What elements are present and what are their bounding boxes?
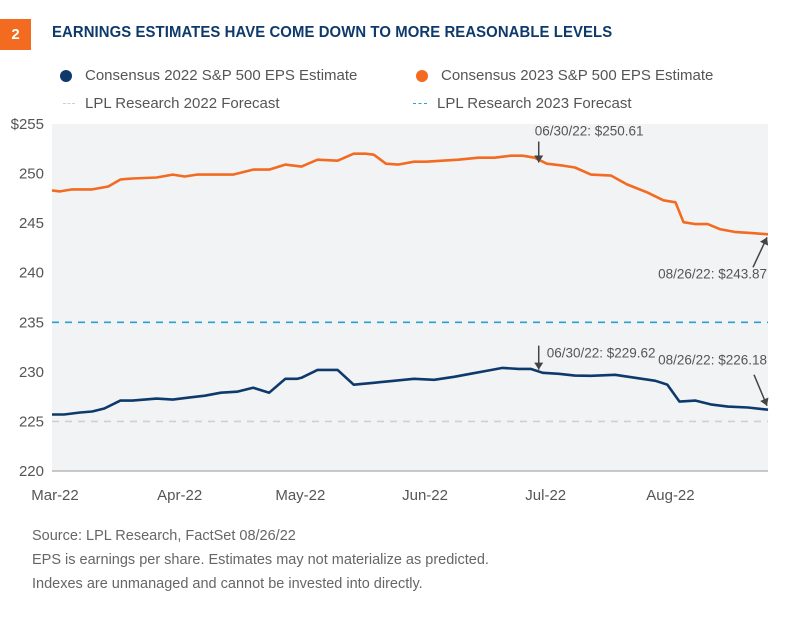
legend-item-2023-consensus: Consensus 2023 S&P 500 EPS Estimate — [416, 67, 713, 84]
legend-label: Consensus 2023 S&P 500 EPS Estimate — [441, 67, 714, 84]
footer-note-indexes: Indexes are unmanaged and cannot be inve… — [32, 576, 423, 592]
y-tick-label: 220 — [19, 463, 44, 480]
plot-background — [52, 124, 768, 471]
y-tick-label: 250 — [19, 166, 44, 183]
x-tick-label: Jun-22 — [402, 487, 448, 504]
y-tick-label: 230 — [19, 364, 44, 381]
y-axis: 220 225 230 235 240 245 250 $255 — [11, 116, 44, 480]
legend-item-2022-forecast: LPL Research 2022 Forecast — [63, 95, 280, 112]
legend-item-2023-forecast: LPL Research 2023 Forecast — [413, 95, 632, 112]
legend-label: Consensus 2022 S&P 500 EPS Estimate — [85, 67, 358, 84]
arrow-head-icon — [760, 397, 769, 406]
x-axis: Mar-22 Apr-22 May-22 Jun-22 Jul-22 Aug-22 — [31, 487, 694, 504]
legend-dash-icon — [413, 103, 427, 104]
footer-source: Source: LPL Research, FactSet 08/26/22 — [32, 528, 296, 544]
y-tick-label: $255 — [11, 116, 44, 133]
x-tick-label: Apr-22 — [157, 487, 202, 504]
x-tick-label: Jul-22 — [525, 487, 566, 504]
footer-note-eps: EPS is earnings per share. Estimates may… — [32, 552, 489, 568]
annotation-label: 06/30/22: $229.62 — [547, 346, 656, 361]
y-tick-label: 240 — [19, 265, 44, 282]
y-tick-label: 245 — [19, 215, 44, 232]
y-tick-label: 235 — [19, 314, 44, 331]
chart-title: EARNINGS ESTIMATES HAVE COME DOWN TO MOR… — [52, 24, 613, 41]
arrow-head-icon — [534, 362, 544, 370]
legend-dot-icon — [60, 69, 72, 82]
series-line-consensus-2023-s-p-500-eps-estimate — [51, 152, 769, 236]
legend-label: LPL Research 2023 Forecast — [437, 95, 632, 112]
arrow-head-icon — [534, 155, 544, 163]
annotation-label: 08/26/22: $226.18 — [658, 353, 767, 368]
legend-dash-icon — [63, 103, 75, 104]
arrow-head-icon — [759, 237, 769, 246]
x-tick-label: Mar-22 — [31, 487, 79, 504]
annotation-label: 08/26/22: $243.87 — [658, 266, 767, 281]
y-tick-label: 225 — [19, 413, 44, 430]
annotations-group: 06/30/22: $250.61 08/26/22: $243.87 06/30/… — [534, 124, 769, 407]
chart-number-badge: 2 — [0, 19, 31, 50]
x-tick-label: Aug-22 — [646, 487, 694, 504]
series-line-consensus-2022-s-p-500-eps-estimate — [52, 366, 769, 416]
legend-label: LPL Research 2022 Forecast — [85, 95, 280, 112]
legend-item-2022-consensus: Consensus 2022 S&P 500 EPS Estimate — [60, 67, 357, 84]
x-tick-label: May-22 — [275, 487, 325, 504]
legend-dot-icon — [416, 69, 428, 82]
series-group — [51, 152, 769, 423]
annotation-label: 06/30/22: $250.61 — [535, 124, 644, 139]
